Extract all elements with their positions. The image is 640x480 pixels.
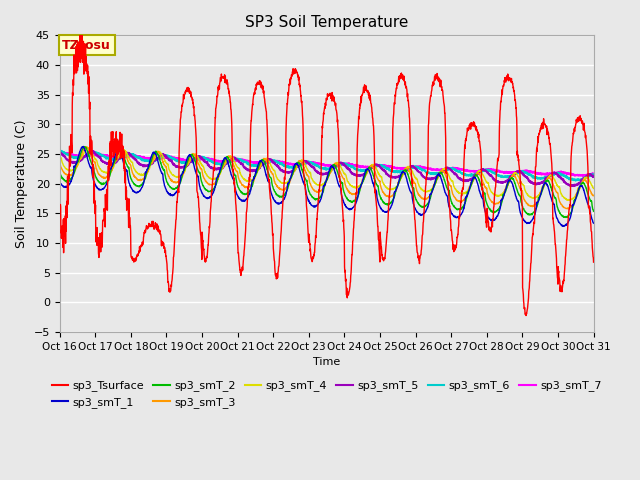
sp3_smT_6 <box>205 157 212 163</box>
sp3_smT_6 <box>353 167 361 172</box>
sp3_Tsurface <box>543 125 550 131</box>
sp3_Tsurface <box>522 312 530 318</box>
sp3_smT_1 <box>205 195 212 201</box>
sp3_smT_2 <box>589 208 597 214</box>
sp3_Tsurface <box>56 213 63 219</box>
sp3_smT_2 <box>205 189 212 194</box>
sp3_smT_2 <box>342 194 350 200</box>
sp3_smT_5 <box>56 150 63 156</box>
sp3_smT_3 <box>205 181 212 187</box>
sp3_Tsurface <box>482 215 490 220</box>
sp3_smT_1 <box>482 210 490 216</box>
sp3_smT_6 <box>589 172 597 178</box>
sp3_Tsurface <box>558 286 566 292</box>
sp3_smT_2 <box>557 213 565 218</box>
sp3_smT_7 <box>342 161 350 167</box>
sp3_smT_5 <box>570 183 578 189</box>
sp3_smT_1 <box>56 179 63 185</box>
sp3_smT_5 <box>589 174 597 180</box>
sp3_smT_4 <box>342 172 350 178</box>
Line: sp3_Tsurface: sp3_Tsurface <box>60 27 593 315</box>
sp3_smT_7 <box>205 156 212 162</box>
sp3_smT_3 <box>543 178 550 183</box>
sp3_smT_7 <box>354 163 362 169</box>
Line: sp3_smT_5: sp3_smT_5 <box>60 151 593 186</box>
sp3_smT_1 <box>342 204 350 210</box>
sp3_smT_6 <box>557 172 565 178</box>
sp3_smT_6 <box>56 148 63 154</box>
Text: TZ_osu: TZ_osu <box>62 39 111 52</box>
Line: sp3_smT_1: sp3_smT_1 <box>60 146 593 226</box>
sp3_smT_1 <box>557 222 565 228</box>
sp3_smT_7 <box>589 171 597 177</box>
sp3_smT_3 <box>56 156 63 162</box>
sp3_smT_2 <box>56 170 63 176</box>
sp3_smT_2 <box>354 194 362 200</box>
sp3_smT_4 <box>354 184 362 190</box>
sp3_smT_5 <box>354 172 362 178</box>
sp3_smT_1 <box>354 195 362 201</box>
Line: sp3_smT_2: sp3_smT_2 <box>60 146 593 217</box>
sp3_smT_3 <box>589 192 597 198</box>
sp3_smT_7 <box>579 173 587 179</box>
sp3_smT_4 <box>85 145 93 151</box>
sp3_smT_7 <box>60 150 67 156</box>
sp3_Tsurface <box>342 281 350 287</box>
sp3_smT_4 <box>589 186 597 192</box>
Legend: sp3_Tsurface, sp3_smT_1, sp3_smT_2, sp3_smT_3, sp3_smT_4, sp3_smT_5, sp3_smT_6, : sp3_Tsurface, sp3_smT_1, sp3_smT_2, sp3_… <box>47 376 606 412</box>
sp3_Tsurface <box>205 231 212 237</box>
sp3_smT_3 <box>564 206 572 212</box>
sp3_smT_6 <box>482 167 490 173</box>
sp3_Tsurface <box>354 132 362 138</box>
Line: sp3_smT_3: sp3_smT_3 <box>60 147 593 209</box>
sp3_smT_1 <box>559 223 567 229</box>
sp3_smT_1 <box>589 220 597 226</box>
sp3_smT_7 <box>56 150 63 156</box>
sp3_smT_7 <box>482 167 490 172</box>
sp3_smT_4 <box>563 197 571 203</box>
sp3_smT_2 <box>543 178 550 184</box>
Line: sp3_smT_7: sp3_smT_7 <box>60 153 593 176</box>
X-axis label: Time: Time <box>313 357 340 367</box>
Y-axis label: Soil Temperature (C): Soil Temperature (C) <box>15 120 28 248</box>
sp3_smT_1 <box>543 181 550 187</box>
Line: sp3_smT_6: sp3_smT_6 <box>60 151 593 180</box>
sp3_smT_4 <box>543 178 550 183</box>
sp3_smT_6 <box>572 178 579 183</box>
sp3_smT_3 <box>354 190 362 195</box>
sp3_smT_6 <box>543 175 550 181</box>
sp3_smT_6 <box>342 161 349 167</box>
sp3_smT_4 <box>482 178 490 183</box>
sp3_Tsurface <box>76 24 84 30</box>
sp3_smT_3 <box>557 202 565 207</box>
sp3_Tsurface <box>589 259 597 265</box>
sp3_smT_7 <box>543 171 550 177</box>
sp3_smT_4 <box>557 191 565 197</box>
sp3_smT_5 <box>342 164 350 170</box>
sp3_smT_5 <box>557 176 565 181</box>
sp3_smT_3 <box>83 144 90 150</box>
sp3_smT_5 <box>205 162 212 168</box>
sp3_smT_4 <box>56 155 63 160</box>
sp3_smT_1 <box>79 144 87 149</box>
sp3_smT_5 <box>88 148 95 154</box>
sp3_smT_2 <box>81 144 88 149</box>
sp3_smT_5 <box>543 176 550 181</box>
Line: sp3_smT_4: sp3_smT_4 <box>60 148 593 200</box>
sp3_smT_5 <box>482 168 490 174</box>
sp3_smT_7 <box>557 170 565 176</box>
sp3_smT_3 <box>342 184 350 190</box>
Title: SP3 Soil Temperature: SP3 Soil Temperature <box>245 15 408 30</box>
sp3_smT_2 <box>563 215 570 220</box>
sp3_smT_4 <box>205 174 212 180</box>
sp3_smT_3 <box>482 185 490 191</box>
sp3_smT_2 <box>482 198 490 204</box>
